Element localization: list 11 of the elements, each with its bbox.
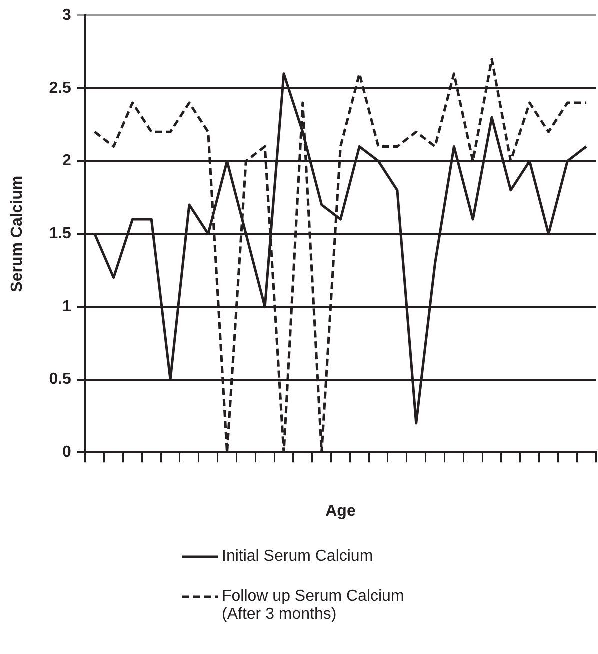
y-tick-label: 2.5 [49,80,72,97]
x-axis-title: Age [326,502,356,520]
y-tick-label: 1.5 [49,226,72,243]
y-tick-label: 0 [62,444,72,462]
legend-label: Follow up Serum Calcium (After 3 months) [222,588,406,624]
y-axis-title: Serum Calcium [9,176,26,292]
y-tick-label: 3 [62,7,72,24]
y-tick-label: 1 [62,298,72,316]
legend-label: Initial Serum Calcium [222,548,374,566]
y-tick-label: 2 [62,152,72,170]
y-tick-label: 0.5 [49,371,72,388]
